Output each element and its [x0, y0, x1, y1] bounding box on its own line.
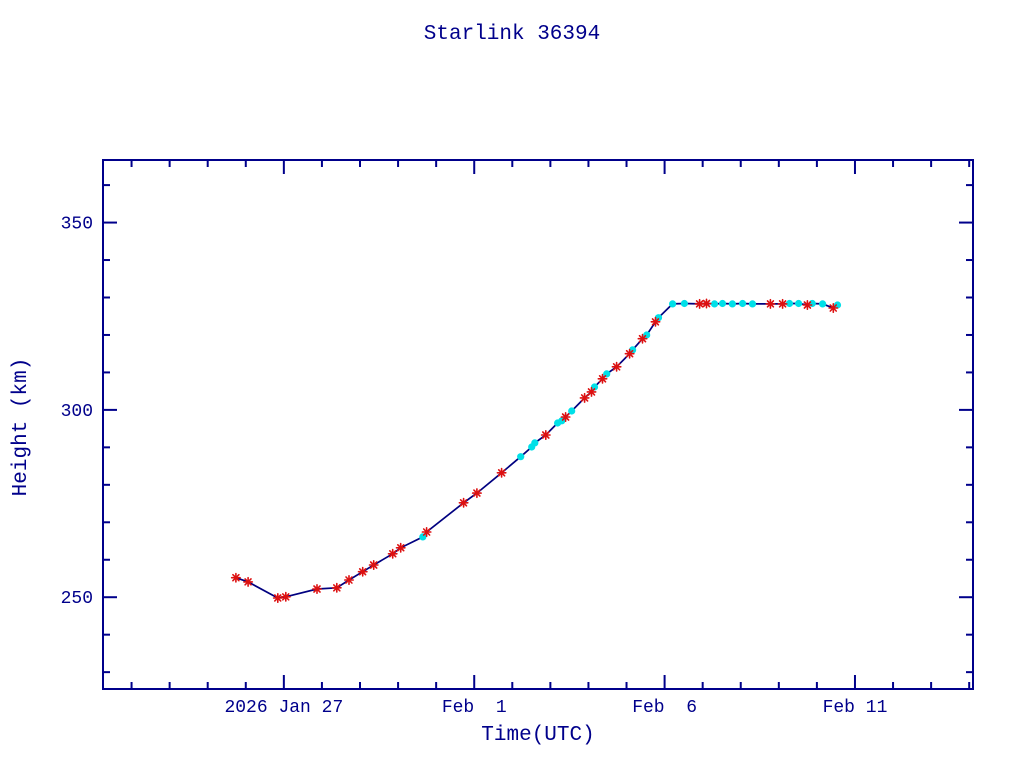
y-tick-label: 250: [61, 589, 93, 609]
data-point-cyan-marker: [590, 383, 599, 391]
asterisk-arm: [459, 498, 468, 507]
asterisk-arm: [541, 431, 550, 439]
data-point-red-asterisk-marker: [560, 411, 571, 423]
y-tick-label: 300: [61, 402, 93, 422]
data-point-cyan-marker: [785, 299, 794, 308]
asterisk-arm: [369, 561, 378, 569]
data-point-cyan-marker: [819, 300, 827, 308]
asterisk-arm: [625, 349, 634, 358]
x-tick-label: Feb 6: [632, 698, 697, 718]
data-point-cyan-marker: [728, 300, 737, 308]
asterisk-arm: [803, 301, 812, 309]
height-curve: [235, 302, 838, 599]
data-point-red-asterisk-marker: [777, 298, 788, 309]
data-point-red-asterisk-marker: [471, 488, 482, 499]
data-point-red-asterisk-marker: [272, 592, 283, 604]
data-point-red-asterisk-marker: [230, 572, 241, 583]
data-point-red-asterisk-marker: [387, 548, 398, 559]
data-point-cyan-marker: [669, 300, 677, 308]
asterisk-arm: [281, 593, 290, 601]
data-point-red-asterisk-marker: [343, 574, 355, 586]
x-tick-label: Feb 11: [823, 698, 888, 718]
data-point-red-asterisk-marker: [368, 559, 379, 571]
data-point-red-asterisk-marker: [280, 591, 291, 602]
asterisk-arm: [778, 300, 787, 308]
asterisk-arm: [422, 528, 431, 536]
data-point-cyan-marker: [718, 299, 727, 308]
data-point-red-asterisk-marker: [311, 583, 323, 595]
x-tick-label: 2026 Jan 27: [224, 698, 343, 718]
data-point-cyan-marker: [795, 299, 803, 308]
asterisk-arm: [345, 576, 353, 584]
data-point-cyan-marker: [680, 299, 689, 308]
data-point-red-asterisk-marker: [243, 576, 254, 587]
asterisk-arm: [766, 300, 775, 308]
asterisk-arm: [638, 334, 647, 343]
data-point-red-asterisk-marker: [701, 298, 712, 309]
data-point-cyan-marker: [739, 299, 747, 308]
x-tick-label: Feb 1: [442, 698, 507, 718]
chart-title: Starlink 36394: [424, 23, 600, 46]
asterisk-arm: [651, 318, 660, 326]
asterisk-arm: [313, 585, 321, 593]
asterisk-arm: [473, 489, 481, 497]
data-point-red-asterisk-marker: [624, 348, 635, 359]
data-point-red-asterisk-marker: [395, 542, 406, 553]
data-point-red-asterisk-marker: [611, 361, 622, 372]
asterisk-arm: [273, 594, 282, 602]
plot-frame: [102, 159, 974, 690]
asterisk-arm: [332, 584, 341, 592]
asterisk-arm: [829, 304, 838, 312]
asterisk-arm: [388, 549, 397, 558]
data-point-red-asterisk-marker: [496, 467, 507, 478]
data-point-red-asterisk-marker: [579, 392, 590, 403]
data-point-cyan-marker: [833, 301, 842, 309]
data-point-cyan-marker: [710, 300, 719, 308]
asterisk-arm: [612, 362, 621, 371]
asterisk-arm: [244, 578, 252, 586]
data-point-red-asterisk-marker: [540, 429, 551, 441]
axis-ticks: [103, 160, 973, 689]
data-point-red-asterisk-marker: [458, 497, 469, 508]
data-point-cyan-marker: [517, 453, 525, 461]
asterisk-arm: [587, 388, 596, 396]
asterisk-arm: [396, 543, 405, 552]
asterisk-arm: [702, 299, 711, 308]
data-point-red-asterisk-marker: [765, 298, 776, 309]
asterisk-arm: [561, 413, 570, 421]
asterisk-arm: [695, 300, 704, 308]
data-point-cyan-marker: [531, 439, 539, 447]
data-point-red-asterisk-marker: [421, 526, 432, 538]
tick-labels: 2026 Jan 27 Feb 1 Feb 6 Feb 11 250 300 350: [61, 215, 888, 718]
data-point-red-asterisk-marker: [637, 333, 648, 344]
data-point-red-asterisk-marker: [357, 566, 368, 577]
data-point-red-asterisk-marker: [828, 302, 839, 314]
data-point-red-asterisk-marker: [802, 299, 813, 311]
data-point-red-asterisk-marker: [597, 373, 608, 384]
data-point-cyan-marker: [748, 300, 757, 308]
data-point-red-asterisk-marker: [331, 582, 342, 593]
data-point-red-asterisk-marker: [650, 316, 661, 327]
y-axis-label: Height (km): [10, 358, 33, 497]
asterisk-arm: [598, 374, 607, 383]
data-point-cyan-marker: [568, 407, 576, 415]
asterisk-arm: [580, 394, 589, 402]
asterisk-arm: [232, 573, 240, 582]
data-point-red-asterisk-marker: [586, 386, 597, 397]
x-axis-label: Time(UTC): [481, 724, 594, 747]
y-tick-label: 350: [61, 215, 93, 235]
asterisk-arm: [497, 468, 506, 477]
data-series: [230, 298, 842, 604]
asterisk-arm: [358, 567, 367, 576]
